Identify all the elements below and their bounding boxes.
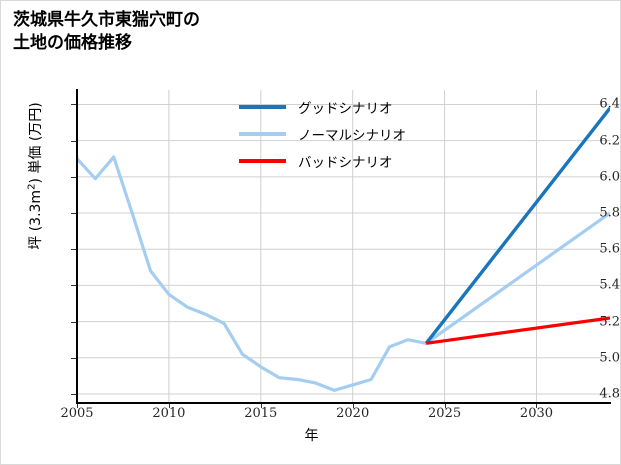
x-axis-label: 年	[304, 428, 319, 444]
legend-item-label: グッドシナリオ	[298, 100, 393, 117]
series-line	[426, 108, 610, 343]
grid-lines	[77, 90, 610, 403]
x-tick-label: 2025	[428, 406, 462, 421]
x-tick-mark	[77, 404, 78, 408]
legend-item-label: バッドシナリオ	[298, 154, 393, 171]
series-line	[426, 318, 610, 343]
x-axis-spine	[76, 402, 611, 404]
y-tick-mark	[71, 213, 76, 215]
y-tick-mark	[71, 321, 76, 323]
y-tick-label: 5.0	[599, 350, 620, 366]
legend-item[interactable]: グッドシナリオ	[239, 93, 449, 120]
y-axis-spine	[76, 89, 78, 404]
legend-color-swatch	[239, 104, 286, 109]
legend-color-swatch	[239, 158, 286, 163]
y-tick-mark	[71, 357, 76, 359]
x-tick-label: 2030	[519, 406, 554, 421]
y-tick-label: 5.4	[599, 277, 620, 293]
x-tick-label: 2020	[336, 406, 370, 421]
y-tick-mark	[71, 176, 76, 178]
plot-area	[77, 90, 610, 403]
y-tick-label: 5.6	[599, 241, 620, 257]
y-tick-label: 4.8	[599, 386, 620, 402]
x-tick-mark	[168, 404, 170, 408]
x-tick-label: 2010	[152, 406, 186, 421]
y-tick-label: 6.2	[599, 133, 620, 149]
y-tick-label: 6.0	[599, 169, 620, 185]
y-tick-mark	[71, 140, 76, 142]
series-line	[77, 157, 610, 390]
y-tick-mark	[71, 249, 76, 251]
legend-item[interactable]: ノーマルシナリオ	[239, 120, 449, 147]
x-tick-mark	[536, 404, 538, 408]
legend-color-swatch	[239, 131, 286, 136]
y-axis-label-main: 坪 (3.3m	[28, 189, 44, 250]
y-tick-mark	[71, 285, 76, 287]
y-axis-label-tail: ) 単価 (万円)	[28, 102, 44, 184]
legend-item[interactable]: バッドシナリオ	[239, 147, 449, 174]
y-tick-mark	[71, 104, 76, 106]
x-tick-mark	[260, 404, 262, 408]
y-tick-label: 5.2	[599, 314, 620, 330]
series-lines	[77, 90, 610, 403]
x-tick-label: 2015	[244, 406, 278, 421]
x-tick-mark	[352, 404, 354, 408]
x-tick-label: 2005	[60, 406, 94, 421]
y-tick-mark	[71, 393, 76, 395]
y-tick-label: 5.8	[599, 205, 620, 221]
y-axis-label: 坪 (3.3m2) 単価 (万円)	[25, 46, 45, 306]
legend: グッドシナリオ ノーマルシナリオ バッドシナリオ	[239, 93, 449, 174]
page-title: 茨城県牛久市東猯穴町の 土地の価格推移	[13, 10, 200, 53]
y-axis-label-superscript: 2	[26, 183, 38, 190]
legend-item-label: ノーマルシナリオ	[298, 127, 406, 144]
y-tick-label: 6.4	[599, 96, 620, 112]
x-tick-mark	[444, 404, 446, 408]
